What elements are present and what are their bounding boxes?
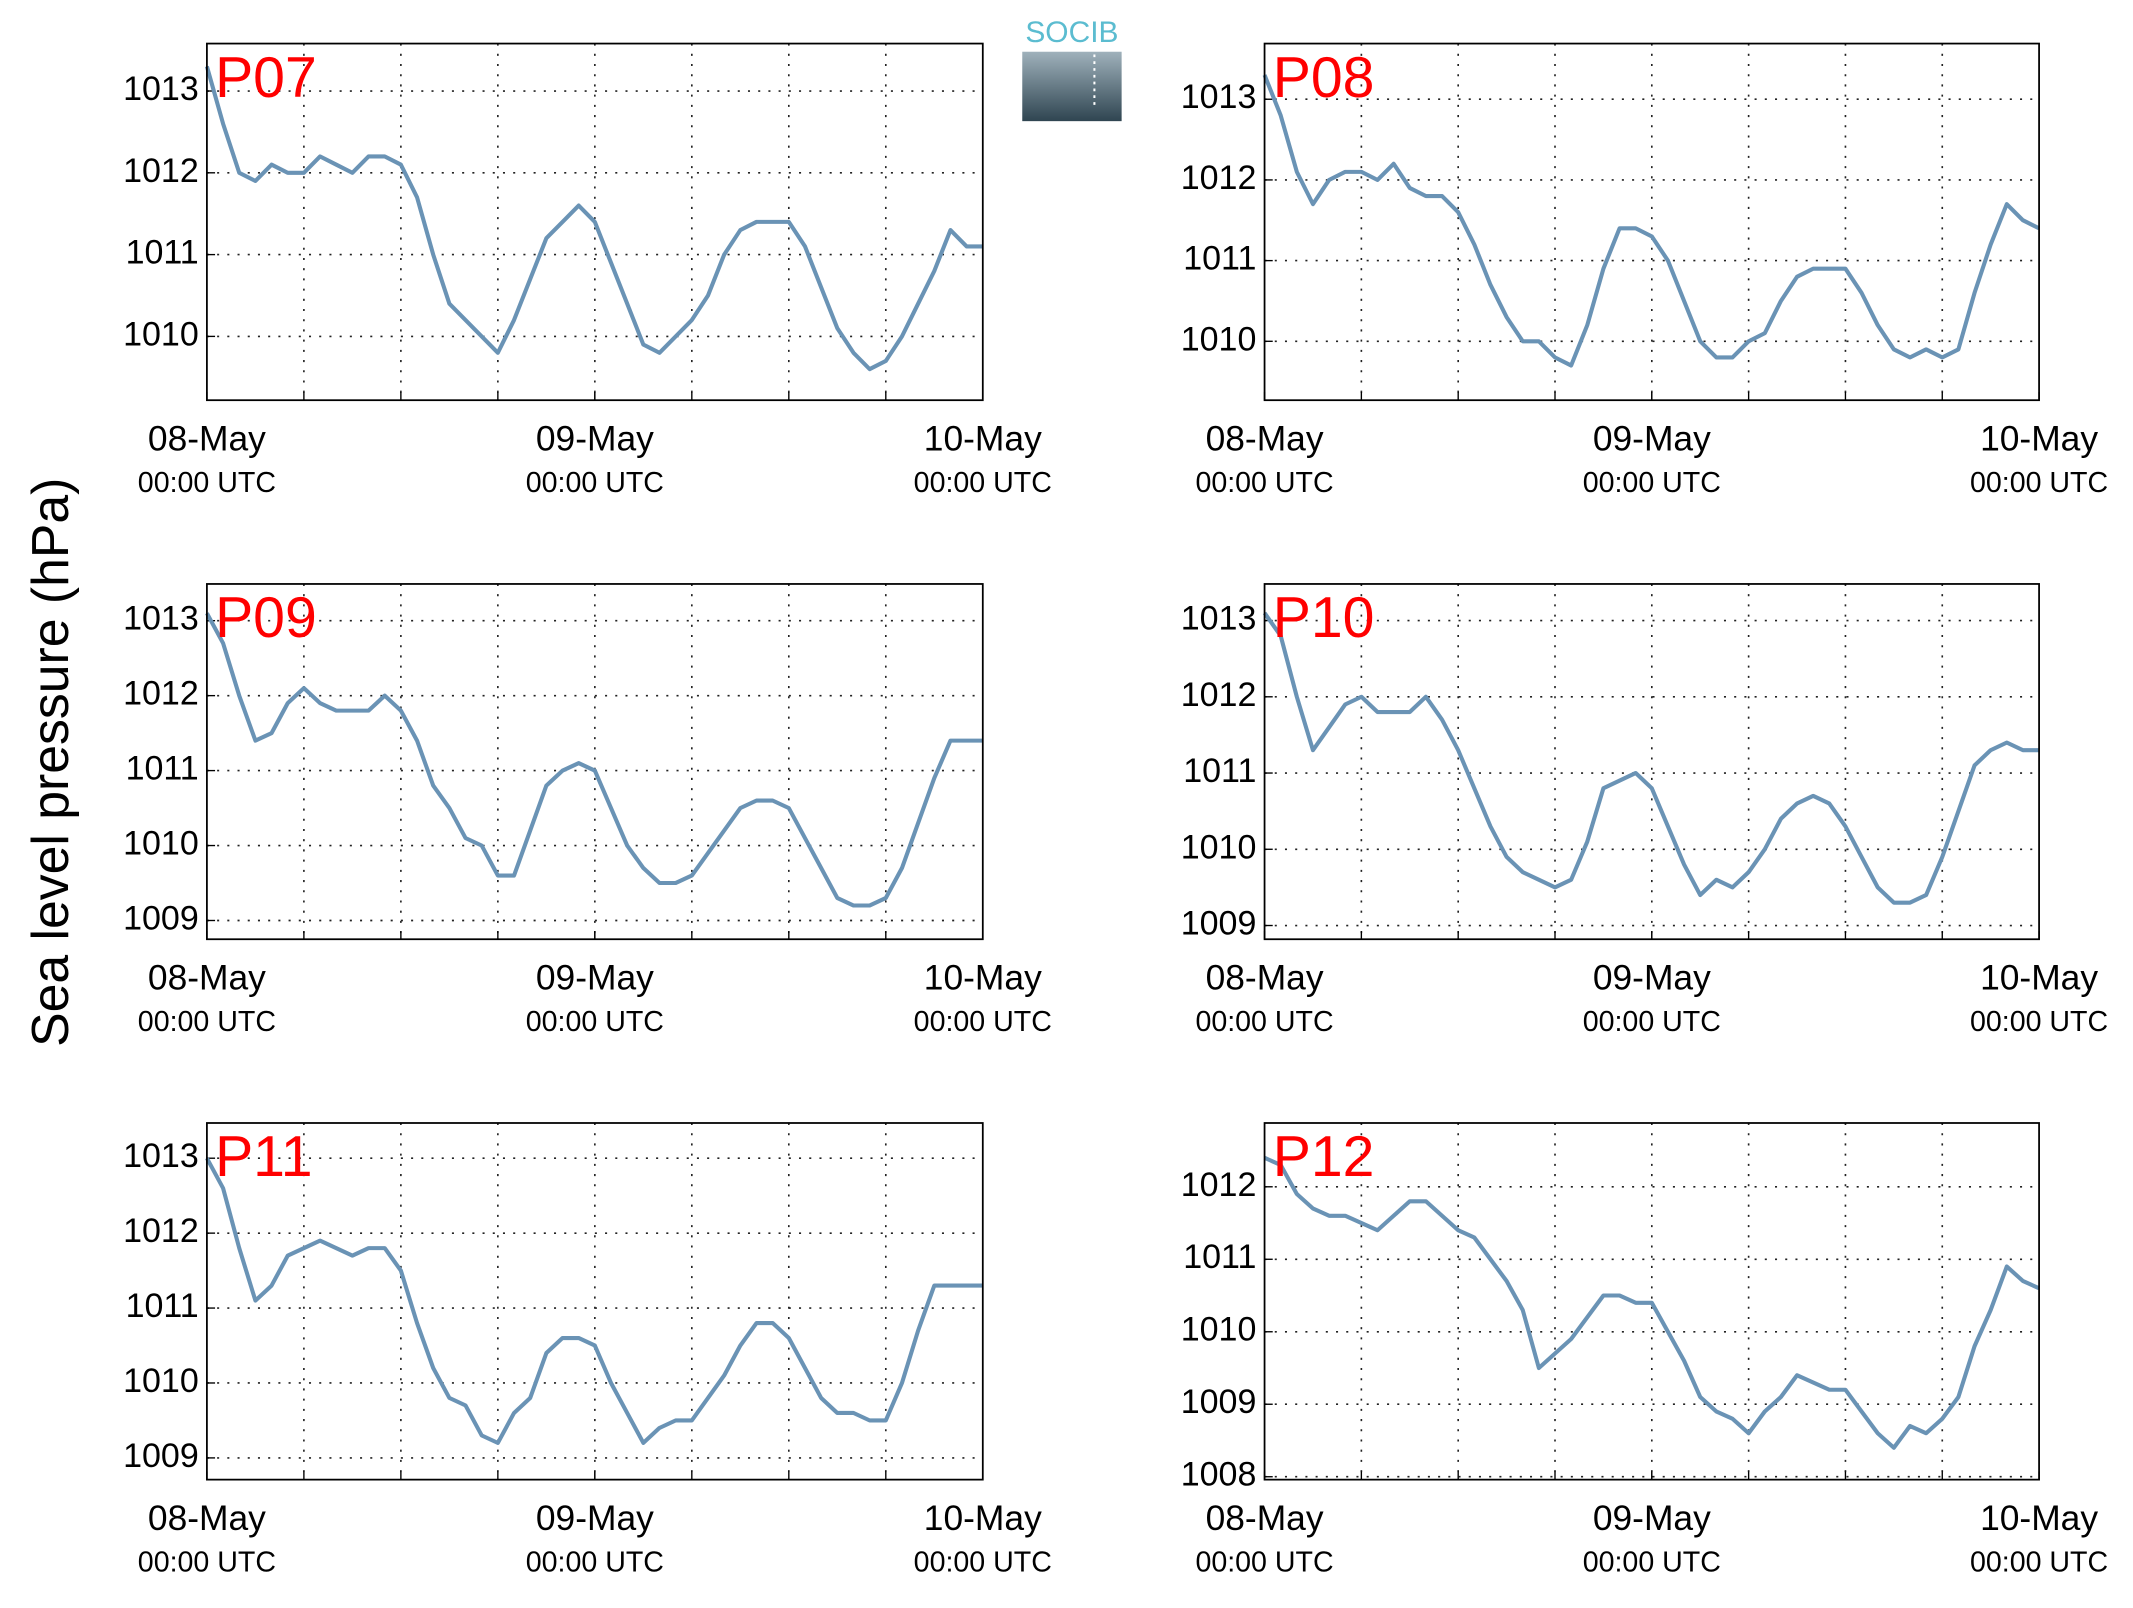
x-tick-label: 09-May	[1593, 1499, 1711, 1538]
panel-title: P10	[1273, 586, 1375, 650]
y-tick-label: 1010	[1181, 320, 1257, 358]
x-tick-label: 08-May	[148, 419, 266, 458]
y-tick-label: 1013	[1181, 600, 1257, 638]
line	[1263, 1155, 2040, 1450]
logo: SOCIB	[1022, 16, 1122, 122]
x-tick-sublabel: 00:00 UTC	[1195, 467, 1333, 499]
y-tick-label: 1010	[123, 315, 199, 353]
x-tick-sublabel: 00:00 UTC	[138, 1006, 276, 1038]
x-tick-label: 09-May	[536, 958, 654, 997]
x-tick-label: 10-May	[1980, 958, 2098, 997]
y-axis-label: Sea level pressure (hPa)	[21, 478, 79, 1047]
x-tick-sublabel: 00:00 UTC	[1195, 1006, 1333, 1038]
y-tick-label: 1012	[1181, 159, 1257, 197]
axes-frame	[1263, 1122, 2040, 1481]
x-tick-label: 08-May	[148, 1499, 266, 1538]
y-tick-label: 1010	[1181, 1311, 1257, 1349]
y-tick-label: 1008	[1181, 1456, 1257, 1494]
x-tick-label: 09-May	[536, 1499, 654, 1538]
y-tick-label: 1013	[123, 600, 199, 638]
x-tick-sublabel: 00:00 UTC	[914, 467, 1052, 499]
panel-title: P09	[215, 586, 317, 650]
panel-title: P12	[1273, 1125, 1375, 1189]
x-tick-sublabel: 00:00 UTC	[1970, 467, 2108, 499]
x-tick-label: 10-May	[1980, 1499, 2098, 1538]
y-tick-label: 1013	[1181, 78, 1257, 116]
x-tick-label: 10-May	[924, 1499, 1042, 1538]
x-tick-sublabel: 00:00 UTC	[914, 1547, 1052, 1579]
y-tick-label: 1010	[123, 825, 199, 863]
axes-frame	[206, 42, 984, 402]
x-tick-sublabel: 00:00 UTC	[1195, 1547, 1333, 1579]
x-tick-sublabel: 00:00 UTC	[526, 1547, 664, 1579]
y-tick-label: 1011	[126, 1287, 199, 1325]
x-tick-label: 10-May	[1980, 419, 2098, 458]
x-tick-sublabel: 00:00 UTC	[1970, 1547, 2108, 1579]
x-tick-sublabel: 00:00 UTC	[526, 467, 664, 499]
x-tick-sublabel: 00:00 UTC	[138, 1547, 276, 1579]
x-tick-label: 10-May	[924, 958, 1042, 997]
y-tick-label: 1011	[126, 234, 199, 272]
x-tick-label: 09-May	[536, 419, 654, 458]
x-tick-label: 08-May	[1206, 1499, 1324, 1538]
y-tick-label: 1013	[123, 70, 199, 108]
y-tick-label: 1011	[1183, 752, 1256, 790]
y-tick-label: 1012	[123, 152, 199, 190]
y-tick-label: 1010	[1181, 828, 1257, 866]
y-tick-label: 1013	[123, 1137, 199, 1175]
line	[205, 612, 983, 908]
y-tick-label: 1012	[1181, 676, 1257, 714]
x-tick-sublabel: 00:00 UTC	[1583, 467, 1721, 499]
panel-title: P11	[215, 1125, 312, 1189]
line	[1262, 74, 2040, 368]
y-tick-label: 1011	[126, 750, 199, 788]
x-tick-sublabel: 00:00 UTC	[138, 467, 276, 499]
axes-frame	[1263, 42, 2040, 402]
y-tick-label: 1012	[123, 675, 199, 713]
line	[1262, 611, 2040, 905]
y-tick-label: 1011	[1183, 240, 1256, 278]
panel-title: P08	[1273, 46, 1375, 110]
logo-text: SOCIB	[1025, 16, 1118, 49]
x-tick-sublabel: 00:00 UTC	[1970, 1006, 2108, 1038]
y-tick-label: 1012	[123, 1212, 199, 1250]
x-tick-label: 09-May	[1593, 958, 1711, 997]
y-tick-label: 1009	[123, 899, 199, 937]
line	[204, 65, 983, 372]
line	[205, 1157, 983, 1445]
y-tick-label: 1012	[1181, 1166, 1257, 1204]
x-tick-label: 10-May	[924, 419, 1042, 458]
y-tick-label: 1009	[123, 1437, 199, 1475]
y-tick-label: 1010	[123, 1362, 199, 1400]
y-tick-label: 1009	[1181, 904, 1257, 942]
y-tick-label: 1011	[1183, 1238, 1256, 1276]
panel-title: P07	[215, 46, 317, 110]
x-tick-label: 08-May	[148, 958, 266, 997]
axes-frame	[206, 1122, 984, 1481]
x-tick-label: 08-May	[1206, 419, 1324, 458]
x-tick-sublabel: 00:00 UTC	[914, 1006, 1052, 1038]
axes-frame	[1263, 583, 2040, 941]
x-tick-label: 08-May	[1206, 958, 1324, 997]
x-tick-sublabel: 00:00 UTC	[1583, 1006, 1721, 1038]
x-tick-sublabel: 00:00 UTC	[1583, 1547, 1721, 1579]
x-tick-sublabel: 00:00 UTC	[526, 1006, 664, 1038]
x-tick-label: 09-May	[1593, 419, 1711, 458]
y-tick-label: 1009	[1181, 1383, 1257, 1421]
logo-box	[1022, 51, 1122, 122]
axes-frame	[206, 583, 984, 941]
